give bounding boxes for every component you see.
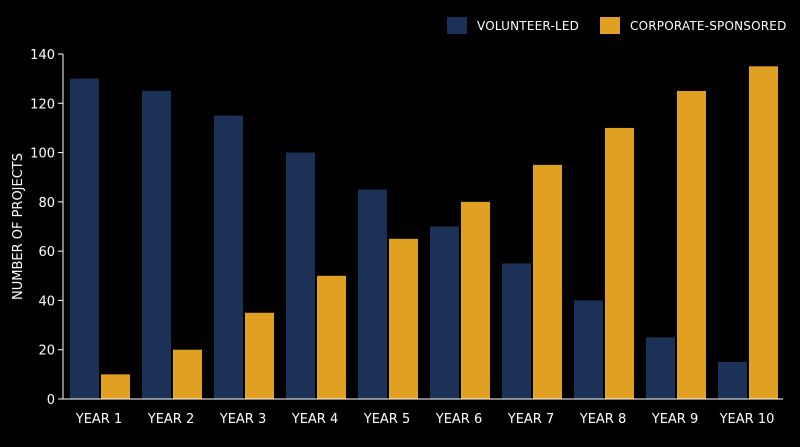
x-tick-label: YEAR 7 [507, 412, 554, 427]
bar-volunteer-8 [574, 300, 603, 399]
y-tick-label: 120 [30, 97, 55, 112]
legend-swatch-volunteer [447, 17, 467, 34]
x-tick-label: YEAR 4 [291, 412, 338, 427]
bar-corporate-10 [749, 66, 778, 400]
bar-volunteer-7 [502, 263, 531, 399]
y-ticks-group: 0 20 40 60 80 100 120 140 [30, 48, 63, 408]
x-tick-label: YEAR 3 [219, 412, 266, 427]
y-tick-label: 60 [38, 245, 55, 260]
legend: VOLUNTEER-LED CORPORATE-SPONSORED [0, 17, 800, 37]
bar-corporate-4 [317, 275, 346, 399]
bar-corporate-1 [101, 374, 130, 399]
bar-corporate-7 [533, 164, 562, 399]
bar-corporate-6 [461, 201, 490, 399]
bar-volunteer-10 [718, 362, 747, 399]
y-tick-label: 80 [38, 196, 55, 211]
bar-corporate-8 [605, 127, 634, 399]
legend-swatch-corporate [600, 17, 620, 34]
bar-volunteer-1 [70, 78, 99, 400]
bar-corporate-5 [389, 238, 418, 399]
bar-volunteer-2 [142, 90, 171, 399]
bar-volunteer-5 [358, 189, 387, 399]
bar-volunteer-3 [214, 115, 243, 399]
legend-label-volunteer: VOLUNTEER-LED [477, 18, 580, 33]
x-tick-label: YEAR 5 [363, 412, 410, 427]
x-tick-label: YEAR 10 [719, 412, 775, 427]
legend-item-volunteer: VOLUNTEER-LED [447, 17, 579, 34]
bar-volunteer-4 [286, 152, 315, 399]
x-tick-label: YEAR 6 [435, 412, 482, 427]
y-axis-title: NUMBER OF PROJECTS [11, 153, 26, 300]
x-tick-label: YEAR 9 [651, 412, 698, 427]
y-tick-label: 0 [47, 393, 55, 408]
bar-corporate-9 [677, 90, 706, 399]
y-tick-label: 140 [30, 48, 55, 63]
legend-item-corporate: CORPORATE-SPONSORED [600, 17, 787, 34]
y-tick-label: 100 [30, 147, 55, 162]
bars-group [70, 66, 778, 400]
legend-label-corporate: CORPORATE-SPONSORED [630, 18, 787, 33]
x-tick-label: YEAR 1 [75, 412, 122, 427]
bar-volunteer-6 [430, 226, 459, 399]
x-tick-label: YEAR 2 [147, 412, 194, 427]
x-ticks-group: YEAR 1 YEAR 2 YEAR 3 YEAR 4 YEAR 5 YEAR 6 YEAR… [75, 412, 775, 427]
y-tick-label: 40 [38, 294, 55, 309]
bar-corporate-2 [173, 349, 202, 399]
x-tick-label: YEAR 8 [579, 412, 626, 427]
bar-corporate-3 [245, 312, 274, 399]
bar-volunteer-9 [646, 337, 675, 399]
y-tick-label: 20 [38, 344, 55, 359]
